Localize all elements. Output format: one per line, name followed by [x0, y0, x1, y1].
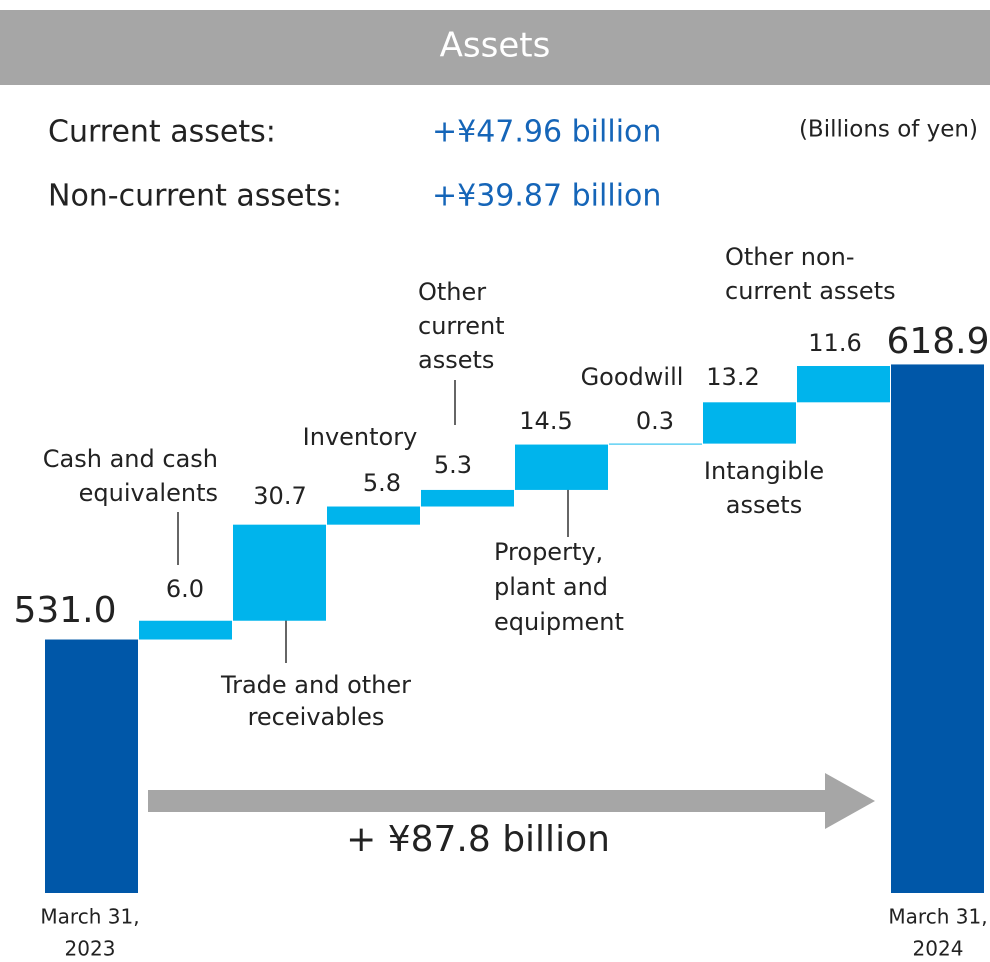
category-label: equipment	[494, 608, 624, 636]
chart-title: Assets	[440, 26, 551, 66]
value-label: 30.7	[253, 482, 306, 510]
total-bar	[891, 364, 984, 893]
value-label: 11.6	[808, 329, 861, 357]
value-label: 531.0	[13, 590, 116, 631]
increase-bar	[703, 402, 796, 444]
category-label: Cash and cash	[43, 445, 218, 473]
category-label: 2023	[65, 937, 116, 961]
summary-value: +¥39.87 billion	[432, 179, 661, 214]
increase-bar	[327, 506, 420, 525]
value-label: 5.8	[363, 469, 401, 497]
increase-bar	[797, 366, 890, 403]
category-label: current assets	[725, 277, 896, 305]
increase-bar	[609, 443, 702, 445]
unit-note: (Billions of yen)	[799, 117, 978, 143]
increase-bar	[421, 489, 514, 507]
category-label: March 31,	[888, 905, 987, 929]
summary-label: Current assets:	[48, 115, 276, 150]
value-label: 0.3	[636, 407, 674, 435]
increase-bar	[515, 444, 608, 490]
summary-value: +¥47.96 billion	[432, 115, 661, 150]
category-label: Property,	[494, 538, 603, 566]
category-label: 2024	[913, 937, 964, 961]
category-label: equivalents	[79, 479, 218, 507]
increase-bar	[233, 524, 326, 621]
category-label: plant and	[494, 573, 608, 601]
category-label: assets	[418, 346, 494, 374]
category-label: Other	[418, 278, 486, 306]
change-arrow	[148, 773, 875, 829]
category-label: Other non-	[725, 243, 855, 271]
annotation: + ¥87.8 billion	[346, 819, 610, 860]
category-label: receivables	[248, 703, 385, 731]
category-label: Intangible	[704, 457, 824, 485]
value-label: 6.0	[166, 575, 204, 603]
title-banner	[0, 10, 990, 85]
value-label: 5.3	[434, 451, 472, 479]
summary-label: Non-current assets:	[48, 179, 342, 214]
category-label: March 31,	[40, 905, 139, 929]
category-label: current	[418, 312, 505, 340]
category-label: Trade and other	[220, 671, 411, 699]
category-label: assets	[726, 491, 802, 519]
category-label: Goodwill	[581, 363, 684, 391]
value-label: 618.9	[886, 321, 989, 362]
increase-bar	[139, 620, 232, 640]
total-bar	[45, 639, 138, 893]
category-label: Inventory	[303, 423, 418, 451]
value-label: 13.2	[706, 363, 759, 391]
value-label: 14.5	[519, 407, 572, 435]
leader-lines	[177, 380, 569, 663]
